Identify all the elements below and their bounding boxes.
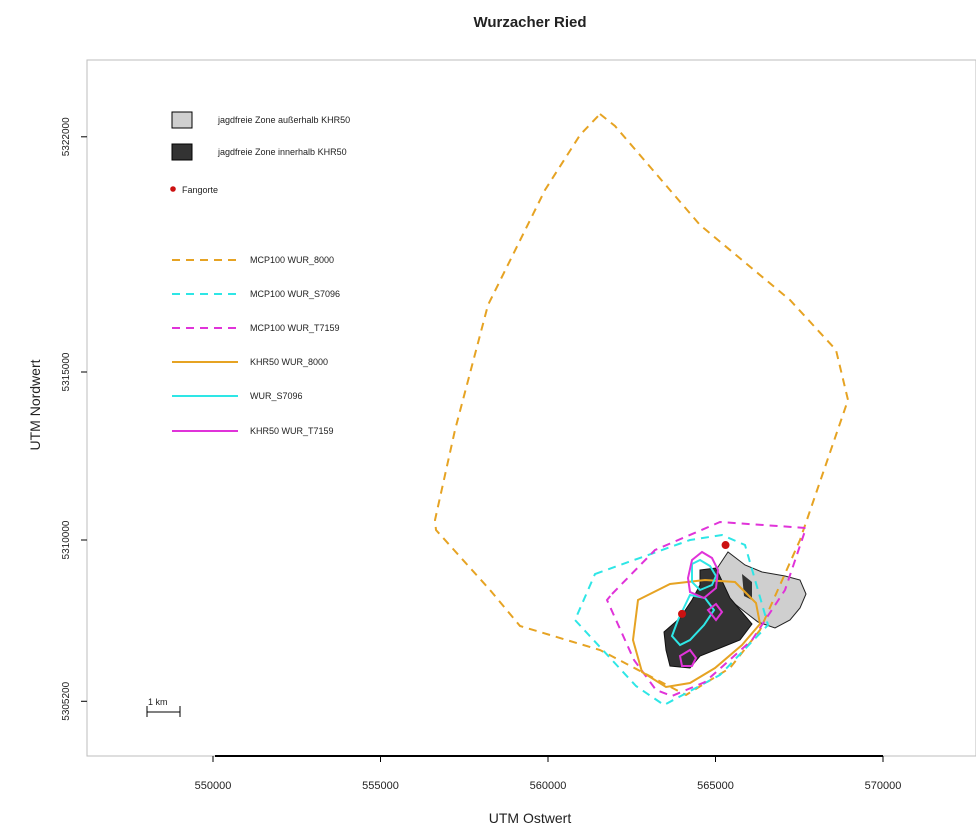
x-tick-label: 555000	[362, 780, 399, 792]
legend-label: Fangorte	[182, 185, 218, 195]
y-tick-label: 5305200	[61, 681, 72, 720]
legend-label: MCP100 WUR_T7159	[250, 323, 340, 333]
legend-label: KHR50 WUR_8000	[250, 357, 328, 367]
y-tick-label: 5315000	[61, 352, 72, 391]
y-axis-ticks: 5305200 5310000 5315000 5322000	[61, 117, 87, 721]
mcp100-wur-t7159-line	[605, 520, 808, 698]
legend-item-mcp-8000: MCP100 WUR_8000	[172, 255, 334, 265]
y-tick-label: 5322000	[61, 117, 72, 156]
legend-label: MCP100 WUR_S7096	[250, 289, 340, 299]
legend-item-mcp-s7096: MCP100 WUR_S7096	[172, 289, 340, 299]
scale-bar-label: 1 km	[148, 697, 168, 707]
x-tick-label: 560000	[530, 780, 567, 792]
legend-label: jagdfreie Zone außerhalb KHR50	[217, 115, 350, 125]
legend-item-zone-inside: jagdfreie Zone innerhalb KHR50	[171, 143, 347, 161]
legend-item-fangorte: Fangorte	[170, 185, 218, 195]
x-tick-label: 550000	[195, 780, 232, 792]
legend-swatch	[171, 143, 193, 161]
khr50-wur-t7159-line	[678, 550, 724, 667]
legend-item-zone-outside: jagdfreie Zone außerhalb KHR50	[171, 111, 350, 129]
legend-item-khr-8000: KHR50 WUR_8000	[172, 357, 328, 367]
legend-label: MCP100 WUR_8000	[250, 255, 334, 265]
legend-item-khr-s7096: WUR_S7096	[172, 391, 303, 401]
y-axis-label: UTM Nordwert	[27, 359, 43, 450]
legend-swatch	[171, 111, 193, 129]
plot-frame	[86, 59, 976, 757]
x-tick-label: 565000	[697, 780, 734, 792]
capture-sites	[678, 541, 730, 618]
x-axis-label: UTM Ostwert	[489, 810, 572, 826]
legend: jagdfreie Zone außerhalb KHR50 jagdfreie …	[170, 111, 350, 436]
capture-site-point	[721, 541, 730, 550]
capture-site-point	[678, 609, 686, 618]
x-tick-label: 570000	[865, 780, 902, 792]
legend-item-mcp-t7159: MCP100 WUR_T7159	[172, 323, 340, 333]
mcp100-wur-s7096-line	[573, 533, 770, 707]
legend-label: WUR_S7096	[250, 391, 303, 401]
legend-item-khr-t7159: KHR50 WUR_T7159	[172, 426, 334, 436]
scale-bar: 1 km	[146, 697, 181, 717]
khr50-wur-s7096-line	[670, 558, 718, 647]
zone-inside-fragment	[742, 574, 752, 600]
map-title: Wurzacher Ried	[473, 14, 586, 31]
x-axis-ticks: 550000 555000 560000 565000 570000	[195, 756, 902, 792]
legend-point	[170, 186, 176, 192]
legend-label: KHR50 WUR_T7159	[250, 426, 334, 436]
khr50-wur-8000-line	[631, 578, 762, 689]
mcp100-wur-8000-line	[433, 112, 850, 697]
legend-label: jagdfreie Zone innerhalb KHR50	[217, 147, 347, 157]
y-tick-label: 5310000	[61, 520, 72, 559]
